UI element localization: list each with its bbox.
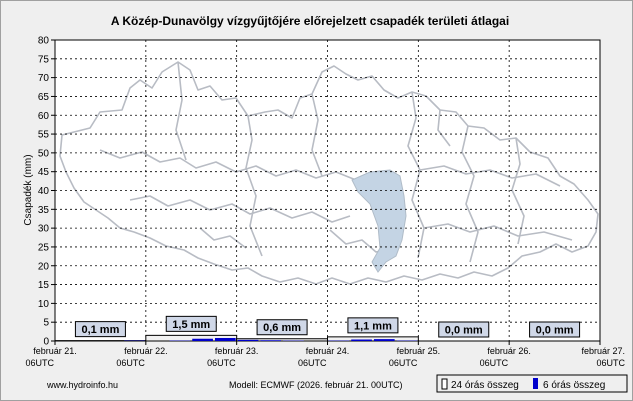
x-tick-time-label: 06UTC: [207, 358, 236, 368]
x-tick-time-label: 06UTC: [298, 358, 327, 368]
chart-grid: [55, 40, 600, 341]
x-tick-time-label: 06UTC: [596, 358, 625, 368]
daily-total-label: 1,5 mm: [172, 319, 210, 331]
footer-site: www.hydroinfo.hu: [46, 380, 118, 390]
y-axis: 0 5 10 15 20 25 30 35 40 45 50 55 60 65 70 75 80: [38, 36, 55, 348]
chart-title: A Közép-Dunavölgy vízgyűjtőjére előrejel…: [111, 14, 509, 28]
daily-total-label-box: [74, 321, 126, 338]
legend-daily-label: 24 órás összeg: [451, 380, 519, 391]
six-hour-bar: [260, 340, 282, 341]
six-hour-bar: [214, 337, 236, 341]
x-tick-date-label: február 21.: [33, 346, 77, 356]
y-axis-label: Csapadék (mm): [23, 154, 34, 225]
y-tick-label: 40: [38, 186, 50, 197]
six-hour-bar: [237, 339, 259, 341]
daily-total-bar: [145, 334, 238, 342]
x-tick-time-label: 06UTC: [25, 358, 54, 368]
daily-total-label: 0,6 mm: [263, 322, 301, 334]
y-tick-label: 80: [38, 36, 50, 47]
legend-box: [436, 374, 628, 393]
x-tick-date-label: február 23.: [215, 346, 259, 356]
y-tick-label: 45: [38, 167, 50, 178]
y-tick-label: 60: [38, 111, 50, 122]
daily-total-label-box: [438, 321, 490, 338]
daily-total-bar: [327, 336, 419, 342]
y-tick-label: 30: [38, 224, 50, 235]
legend-six-hour-label: 6 órás összeg: [543, 380, 605, 391]
y-tick-label: 20: [38, 261, 50, 272]
y-tick-label: 15: [38, 280, 50, 291]
y-tick-label: 0: [43, 337, 49, 348]
daily-total-label-box: [256, 319, 308, 336]
x-tick-date-label: február 27.: [581, 346, 625, 356]
daily-total-label-box: [347, 317, 399, 334]
x-tick-time-label: 06UTC: [116, 358, 145, 368]
y-tick-label: 70: [38, 73, 50, 84]
six-hour-bar: [373, 339, 395, 341]
x-tick-time-label: 06UTC: [480, 358, 509, 368]
y-tick-label: 65: [38, 92, 50, 103]
y-tick-label: 25: [38, 242, 50, 253]
daily-total-labels: 0,1 mm 1,5 mm 0,6 mm 1,1 mm 0,0 mm 0,0 mm: [74, 315, 581, 338]
daily-total-label: 1,1 mm: [354, 320, 392, 332]
y-tick-label: 35: [38, 205, 50, 216]
daily-total-label: 0,1 mm: [81, 324, 119, 336]
legend-daily-swatch: [441, 378, 448, 390]
six-hour-bar: [192, 338, 213, 341]
daily-total-label-box: [165, 315, 217, 332]
six-hour-bar: [351, 339, 372, 341]
six-hour-bars: [124, 337, 418, 341]
daily-total-label: 0,0 mm: [536, 325, 574, 337]
y-tick-label: 50: [38, 148, 50, 159]
y-tick-label: 10: [38, 299, 50, 310]
legend-six-hour-swatch: [533, 378, 538, 389]
daily-total-label-box: [529, 321, 581, 338]
daily-total-bars: [54, 334, 419, 342]
x-tick-time-label: 06UTC: [389, 358, 418, 368]
x-tick-date-label: február 22.: [124, 346, 168, 356]
legend: 24 órás összeg 6 órás összeg: [436, 374, 628, 393]
y-tick-label: 75: [38, 54, 50, 65]
daily-total-label: 0,0 mm: [445, 325, 483, 337]
x-axis: február 21. 06UTC február 22. 06UTC február …: [25, 341, 625, 368]
x-tick-date-label: február 24.: [306, 346, 350, 356]
y-tick-label: 55: [38, 130, 50, 141]
footer-model: Modell: ECMWF (2026. február 21. 00UTC): [229, 380, 403, 390]
x-tick-date-label: február 25.: [397, 346, 441, 356]
y-tick-label: 5: [43, 318, 49, 329]
lake-balaton-shape: [351, 169, 407, 273]
x-tick-date-label: február 26.: [487, 346, 531, 356]
